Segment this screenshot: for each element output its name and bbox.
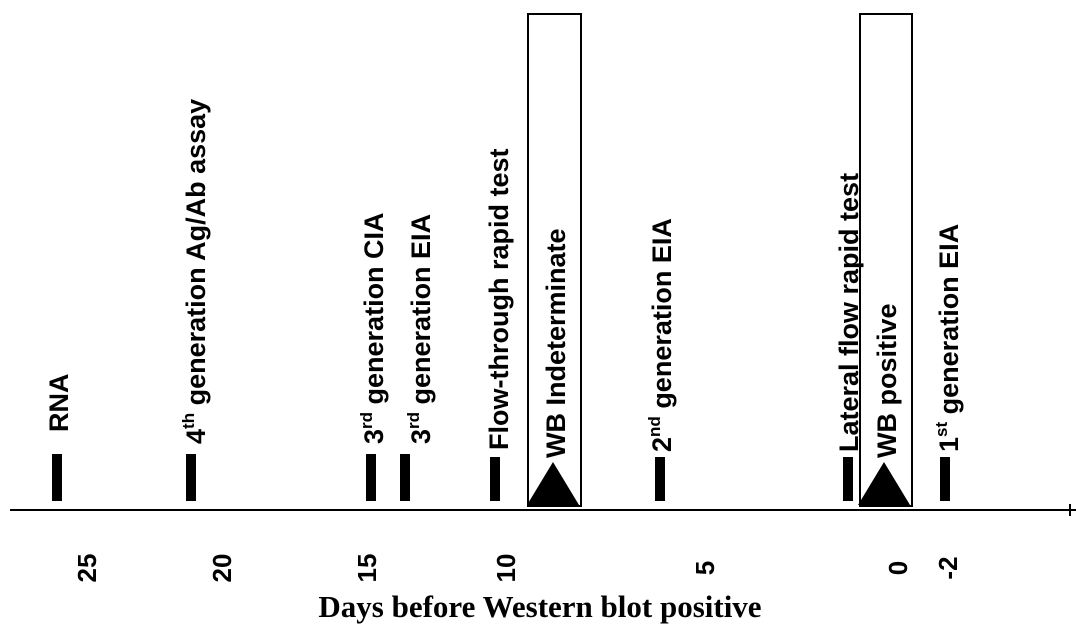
wb-indeterminate-group: WB Indeterminate [527, 13, 582, 507]
wb-positive-triangle [858, 462, 910, 505]
marker-label-rna: RNA [44, 374, 74, 433]
tick-label-0: 0 [883, 561, 913, 575]
tick-label-5: 5 [690, 561, 720, 575]
label-text: 3 [359, 429, 389, 444]
tick-label-10: 10 [491, 554, 521, 583]
label-text: generation CIA [359, 212, 389, 412]
label-text: generation EIA [406, 214, 436, 412]
marker-bar-gen2-eia [655, 457, 665, 501]
marker-bar-flow-through [490, 457, 500, 501]
tick-label-25: 25 [72, 554, 102, 583]
marker-label-flow-through: Flow-through rapid test [484, 149, 514, 450]
tick-label-20: 20 [207, 554, 237, 583]
label-text: 1 [934, 437, 964, 452]
marker-label-gen4: 4th generation Ag/Ab assay [179, 99, 211, 444]
ordinal-superscript: nd [645, 416, 664, 437]
wb-positive-label: WB positive [872, 303, 902, 458]
wb-positive-group: WB positive [858, 13, 913, 507]
ordinal-superscript: st [932, 422, 951, 437]
label-text: generation EIA [647, 218, 677, 416]
wb-indeterminate-label: WB Indeterminate [541, 228, 571, 458]
marker-label-gen2-eia: 2nd generation EIA [645, 218, 677, 452]
ordinal-superscript: rd [357, 412, 376, 429]
tick-label-neg2: -2 [933, 556, 963, 579]
marker-label-lateral-flow: Lateral flow rapid test [834, 173, 864, 452]
wb-indeterminate-box [527, 13, 582, 507]
marker-labels: RNA 4th generation Ag/Ab assay 3rd gener… [44, 99, 964, 452]
marker-bars [52, 454, 950, 501]
axis-title: Days before Western blot positive [318, 589, 761, 624]
tick-label-15: 15 [352, 554, 382, 583]
marker-bar-rna [52, 454, 62, 501]
marker-bar-gen3-cia [366, 454, 376, 501]
label-text: Flow-through rapid test [484, 149, 514, 450]
label-text: Lateral flow rapid test [834, 173, 864, 452]
label-text: 2 [647, 437, 677, 452]
marker-bar-gen3-eia [400, 454, 410, 501]
marker-bar-lateral-flow [843, 457, 853, 501]
marker-bar-gen4 [186, 454, 196, 501]
label-text: 4 [181, 429, 211, 444]
marker-label-gen1-eia: 1st generation EIA [932, 224, 964, 452]
ordinal-superscript: th [179, 413, 198, 429]
label-text: RNA [44, 374, 74, 433]
marker-label-gen3-eia: 3rd generation EIA [404, 214, 436, 444]
label-text: 3 [406, 429, 436, 444]
marker-label-gen3-cia: 3rd generation CIA [357, 212, 389, 444]
marker-bar-gen1-eia [940, 457, 950, 501]
ordinal-superscript: rd [404, 412, 423, 429]
label-text: generation EIA [934, 224, 964, 422]
wb-indeterminate-triangle [527, 462, 579, 505]
wb-positive-box [859, 13, 913, 507]
label-text: generation Ag/Ab assay [181, 99, 211, 413]
tick-labels: 25 20 15 10 5 0 -2 [72, 554, 963, 583]
